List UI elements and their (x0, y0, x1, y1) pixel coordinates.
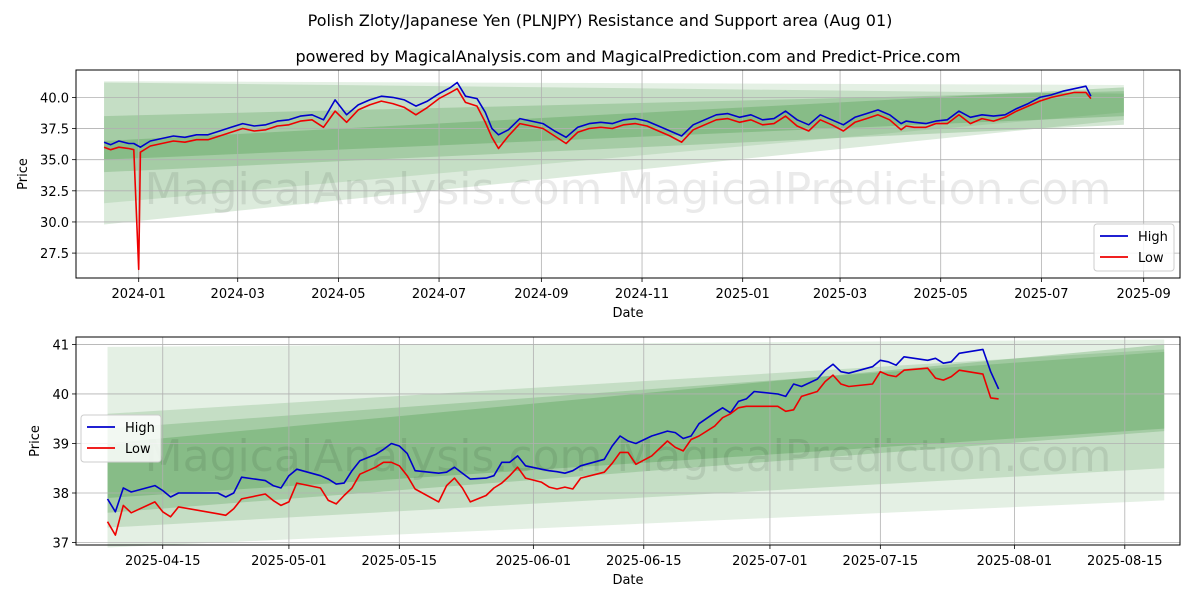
y-tick-label: 35.0 (40, 154, 69, 169)
support-resistance-band (104, 91, 1124, 173)
x-tick-label: 2024-03 (211, 287, 265, 302)
bottom-panel: MagicalAnalysis.com MagicalPrediction.co… (28, 336, 1181, 588)
y-tick-label: 37 (52, 537, 69, 552)
x-tick-label: 2025-04-15 (125, 554, 201, 569)
x-tick-label: 2025-05-15 (362, 554, 438, 569)
x-axis-label: Date (612, 306, 643, 321)
x-tick-label: 2025-05-01 (251, 554, 327, 569)
x-tick-label: 2024-07 (412, 287, 466, 302)
x-tick-label: 2025-09 (1117, 287, 1171, 302)
x-tick-label: 2025-08-01 (977, 554, 1053, 569)
x-tick-label: 2025-07 (1014, 287, 1068, 302)
y-tick-label: 41 (52, 338, 69, 353)
x-tick-label: 2025-07-15 (843, 554, 919, 569)
plot-frame (75, 336, 1181, 546)
legend: High Low (80, 414, 162, 463)
x-tick-label: 2024-11 (615, 287, 669, 302)
x-tick-label: 2025-06-01 (496, 554, 572, 569)
legend-label-high: High (1138, 230, 1168, 245)
x-tick-label: 2025-05 (914, 287, 968, 302)
chart-subtitle: powered by MagicalAnalysis.com and Magic… (295, 47, 960, 66)
y-tick-label: 27.5 (40, 247, 69, 262)
legend-label-high: High (125, 421, 155, 436)
series-line-high (103, 81, 1092, 148)
x-tick-label: 2025-08-15 (1087, 554, 1163, 569)
legend-label-low: Low (1138, 251, 1164, 266)
x-tick-label: 2024-09 (514, 287, 568, 302)
x-tick-label: 2025-07-01 (732, 554, 808, 569)
y-tick-label: 40 (52, 388, 69, 403)
y-tick-label: 30.0 (40, 216, 69, 231)
x-tick-label: 2025-06-15 (606, 554, 682, 569)
watermark: MagicalAnalysis.com MagicalPrediction.co… (145, 431, 1112, 482)
y-tick-label: 40.0 (40, 91, 69, 106)
chart-title: Polish Zloty/Japanese Yen (PLNJPY) Resis… (308, 11, 893, 30)
series-line-low (103, 87, 1092, 271)
x-tick-label: 2025-03 (813, 287, 867, 302)
x-tick-label: 2024-05 (311, 287, 365, 302)
y-tick-label: 32.5 (40, 185, 69, 200)
top-panel: MagicalAnalysis.com MagicalPrediction.co… (16, 69, 1181, 321)
support-resistance-band (107, 351, 1165, 513)
y-tick-label: 38 (52, 487, 69, 502)
x-axis-label: Date (612, 573, 643, 588)
series-line-low (106, 367, 999, 536)
legend: High Low (1093, 223, 1175, 272)
legend-label-low: Low (125, 442, 151, 457)
support-resistance-band (104, 81, 1124, 204)
y-axis-label: Price (16, 158, 31, 190)
plot-frame (75, 69, 1181, 279)
y-tick-label: 39 (52, 437, 69, 452)
support-resistance-band (107, 344, 1165, 498)
watermark: MagicalAnalysis.com MagicalPrediction.co… (145, 164, 1112, 215)
x-tick-label: 2025-01 (716, 287, 770, 302)
y-tick-label: 37.5 (40, 123, 69, 138)
x-tick-label: 2024-01 (112, 287, 166, 302)
series-line-high (106, 348, 1000, 513)
y-axis-label: Price (28, 425, 43, 457)
